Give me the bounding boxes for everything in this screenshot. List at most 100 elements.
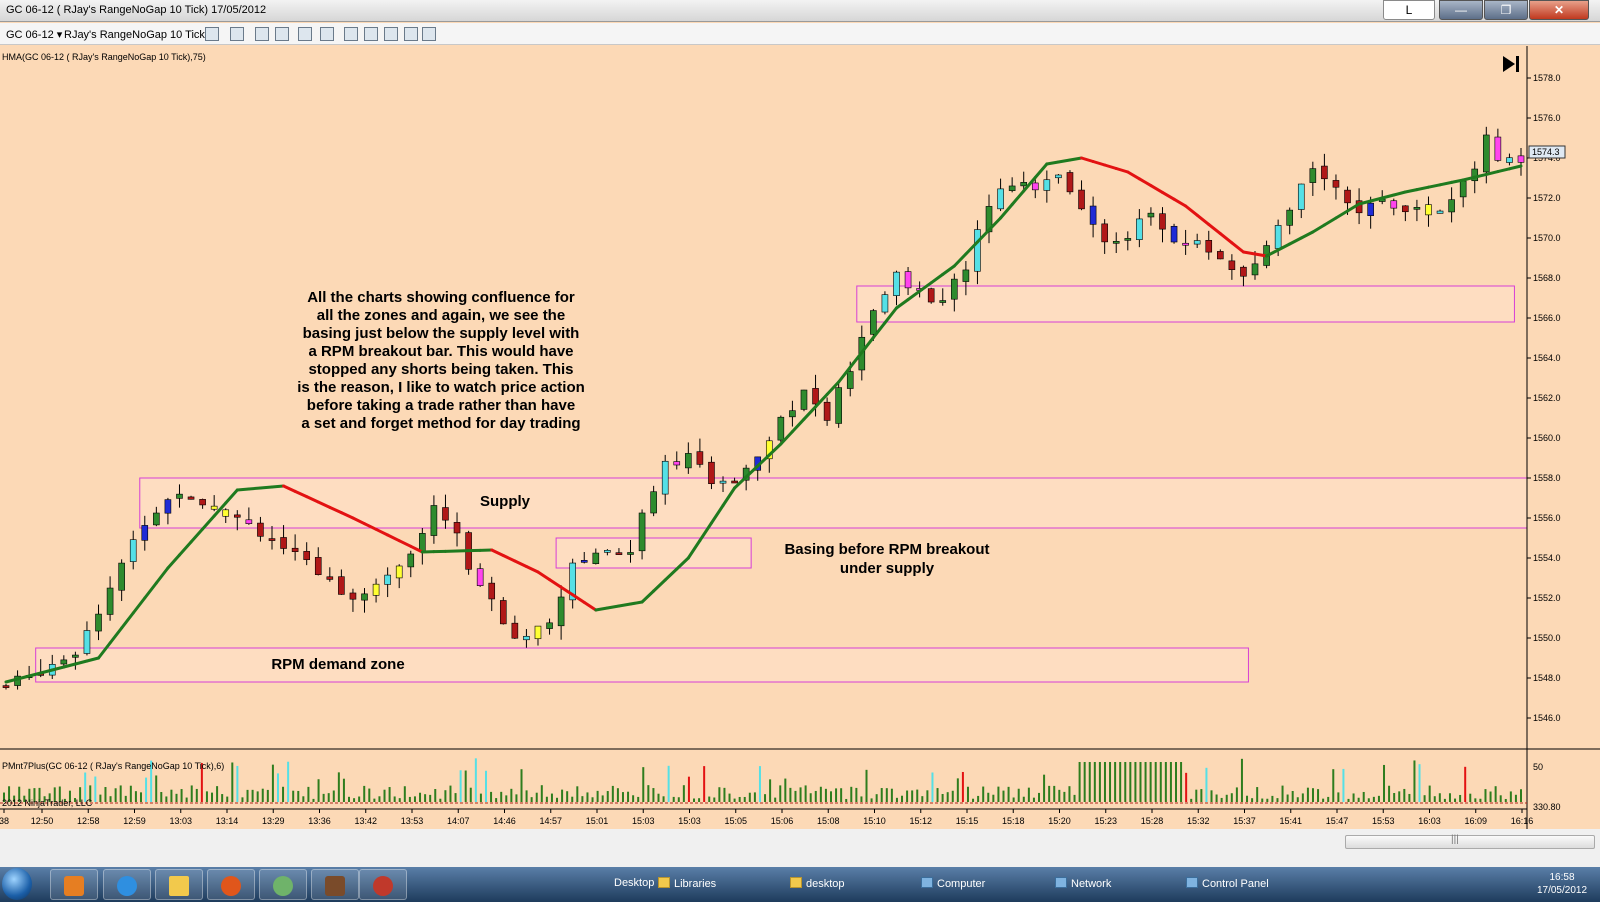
volume-bar: [1139, 762, 1142, 802]
volume-bar: [454, 793, 457, 802]
basing-label-line: under supply: [840, 560, 935, 577]
volume-bar: [774, 797, 777, 802]
volume-bar: [890, 788, 893, 802]
volume-bar: [1038, 792, 1041, 802]
candle-body: [685, 453, 692, 469]
instrument-selector[interactable]: GC 06-12 ▾: [6, 29, 63, 41]
hma-segment: [1207, 222, 1222, 236]
bar-style-icon[interactable]: [205, 27, 219, 41]
taskbar-app[interactable]: [259, 869, 307, 900]
volume-bar: [1469, 793, 1472, 802]
minimize-icon[interactable]: —: [1439, 0, 1483, 20]
period-selector[interactable]: RJay's RangeNoGap 10 Tick ▾: [64, 29, 214, 41]
candle-body: [1471, 168, 1479, 182]
volume-bar: [1012, 797, 1015, 802]
volume-bar: [794, 790, 797, 802]
cursor-icon[interactable]: [298, 27, 312, 41]
hma-segment: [837, 365, 852, 384]
last-price-box: [1528, 145, 1566, 159]
volume-bar: [819, 786, 822, 802]
link-button[interactable]: L: [1383, 0, 1435, 20]
candle-body: [1193, 240, 1201, 245]
template-icon[interactable]: [404, 27, 418, 41]
candle-body: [1459, 180, 1467, 198]
taskbar-explorer[interactable]: [155, 869, 203, 900]
properties-icon[interactable]: [344, 27, 358, 41]
strategy-icon[interactable]: [275, 27, 289, 41]
candle-body: [199, 499, 206, 506]
zoom-icon[interactable]: [320, 27, 334, 41]
maximize-icon[interactable]: ❐: [1484, 0, 1528, 20]
volume-bar: [1377, 795, 1380, 802]
hma-indicator-label: HMA(GC 06-12 ( RJay's RangeNoGap 10 Tick…: [2, 52, 206, 62]
volume-bar: [637, 796, 640, 802]
taskbar-ninjatrader[interactable]: [311, 869, 359, 900]
volume-bar: [682, 785, 685, 802]
volume-bar: [901, 795, 904, 802]
main-note-line: is the reason, I like to watch price act…: [297, 379, 585, 396]
people-icon: [273, 876, 293, 896]
volume-bar: [1124, 762, 1127, 802]
time-tick-label: 13:36: [308, 816, 331, 826]
indicator-icon[interactable]: [255, 27, 269, 41]
hma-segment: [1450, 178, 1465, 184]
ninjatrader-icon: [325, 876, 345, 896]
candle-body: [904, 271, 912, 289]
taskbar-computer[interactable]: Computer: [921, 877, 985, 890]
volume-bar: [53, 787, 56, 802]
taskbar-network[interactable]: Network: [1055, 877, 1111, 890]
start-button[interactable]: [2, 868, 32, 900]
volume-bar: [566, 791, 569, 802]
candle-body: [233, 514, 241, 518]
taskbar-media-player[interactable]: [50, 869, 98, 900]
volume-bar: [748, 792, 751, 802]
volume-panel: 50 330.80: [0, 758, 1561, 812]
hma-segment: [363, 522, 378, 531]
hma-segment: [143, 581, 158, 600]
print-icon[interactable]: [422, 27, 436, 41]
chart-trader-icon[interactable]: [384, 27, 398, 41]
hma-segment: [1022, 176, 1037, 193]
volume-bar: [58, 786, 61, 802]
taskbar-other[interactable]: [359, 869, 407, 900]
system-clock[interactable]: 16:58 17/05/2012: [1536, 872, 1588, 896]
taskbar-firefox[interactable]: [207, 869, 255, 900]
price-chart[interactable]: 1578.01576.01574.01572.01570.01568.01566…: [0, 46, 1600, 829]
data-box-icon[interactable]: [364, 27, 378, 41]
volume-bar: [591, 797, 594, 802]
time-tick-label: 15:28: [1141, 816, 1164, 826]
volume-bar: [753, 792, 756, 802]
volume-bar: [657, 793, 660, 802]
taskbar-desktop-label[interactable]: Desktop: [614, 877, 655, 889]
volume-bar: [155, 775, 158, 802]
close-icon[interactable]: ✕: [1529, 0, 1589, 20]
go-to-end-icon[interactable]: [1503, 56, 1519, 72]
candle-body: [557, 596, 565, 627]
volume-bar: [850, 786, 853, 802]
hma-segment: [386, 533, 401, 543]
volume-bar: [1509, 791, 1512, 802]
price-axis: 1578.01576.01574.01572.01570.01568.01566…: [0, 46, 1600, 829]
candle-body: [1274, 225, 1282, 249]
volume-bar: [1337, 792, 1340, 802]
hma-segment: [605, 604, 621, 610]
scrollbar-thumb[interactable]: |||: [1345, 834, 1595, 849]
price-tick-label: 1562.0: [1533, 393, 1561, 403]
volume-bar: [1027, 787, 1030, 802]
hma-segment: [1380, 193, 1396, 200]
volume-bar: [880, 788, 883, 802]
taskbar-control-panel[interactable]: Control Panel: [1186, 877, 1269, 890]
volume-bar: [895, 797, 898, 802]
candle-body: [2, 685, 10, 688]
volume-bar: [1230, 793, 1233, 802]
draw-pencil-icon[interactable]: [230, 27, 244, 41]
taskbar-libraries[interactable]: Libraries: [658, 877, 716, 890]
taskbar-internet-explorer[interactable]: [103, 869, 151, 900]
volume-bar: [1164, 762, 1167, 802]
taskbar-desktop-folder[interactable]: desktop: [790, 877, 845, 890]
volume-bar: [1235, 787, 1238, 802]
volume-bar: [662, 796, 665, 802]
hma-segment: [1369, 196, 1384, 203]
candle-layer: [2, 126, 1525, 690]
candle-body: [1448, 199, 1455, 213]
